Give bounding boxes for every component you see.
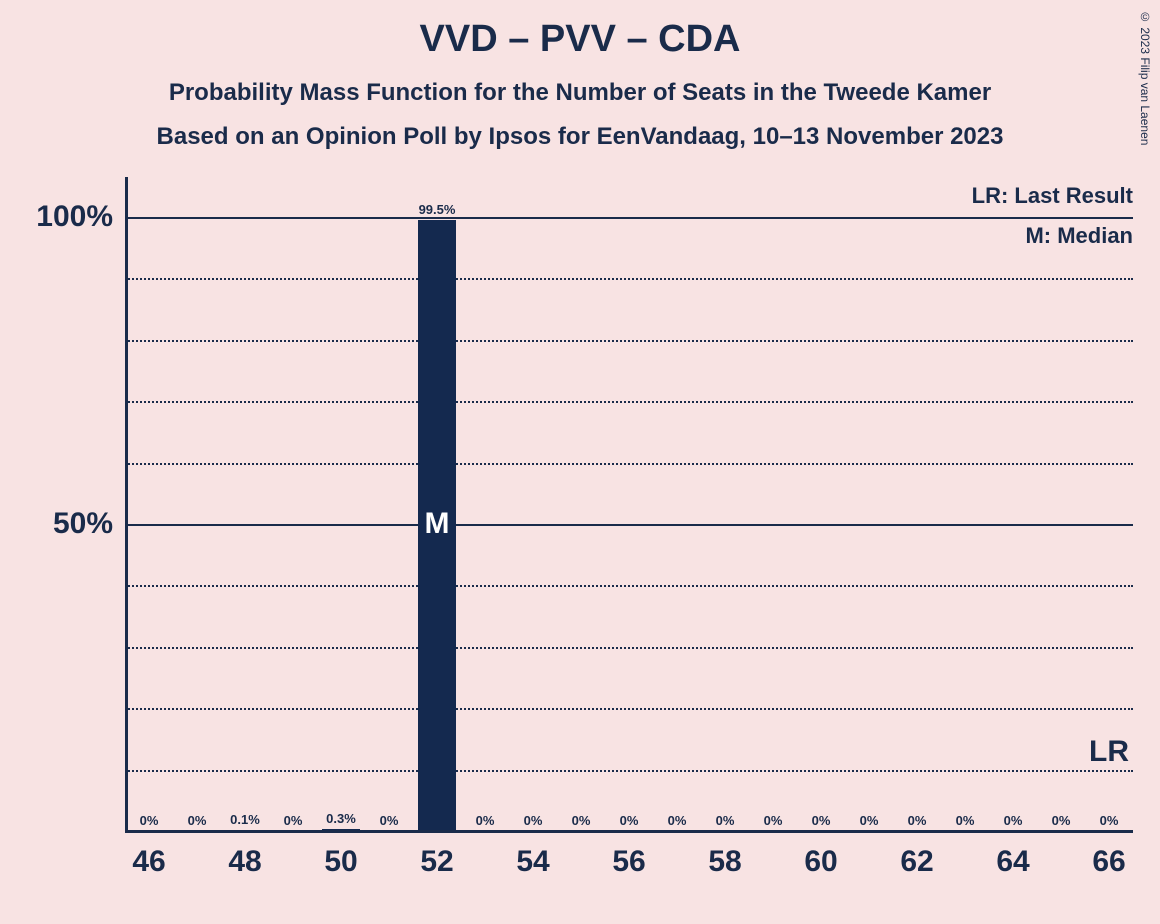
x-axis-label: 52: [420, 831, 453, 879]
bar-value-label: 0.1%: [230, 812, 260, 827]
x-axis-label: 56: [612, 831, 645, 879]
bar-value-label: 0%: [476, 813, 495, 828]
gridline: [125, 647, 1133, 649]
x-axis-label: 54: [516, 831, 549, 879]
chart-plot-area: 50%100%LR: Last ResultM: Median464850525…: [125, 217, 1133, 831]
bar-value-label: 0%: [620, 813, 639, 828]
gridline: [125, 585, 1133, 587]
bar-value-label: 0%: [572, 813, 591, 828]
x-axis: [125, 830, 1133, 833]
x-axis-label: 46: [132, 831, 165, 879]
gridline: [125, 524, 1133, 526]
bar-value-label: 0%: [380, 813, 399, 828]
bar-value-label: 99.5%: [419, 202, 456, 217]
gridline: [125, 217, 1133, 219]
x-axis-label: 64: [996, 831, 1029, 879]
chart-title: VVD – PVV – CDA: [0, 0, 1160, 61]
bar-value-label: 0%: [140, 813, 159, 828]
bar-value-label: 0%: [284, 813, 303, 828]
chart-subtitle-1: Probability Mass Function for the Number…: [0, 79, 1160, 107]
bar-value-label: 0.3%: [326, 811, 356, 826]
bar-value-label: 0%: [908, 813, 927, 828]
x-axis-label: 50: [324, 831, 357, 879]
gridline: [125, 401, 1133, 403]
legend-lr: LR: Last Result: [972, 183, 1133, 209]
bar-value-label: 0%: [668, 813, 687, 828]
x-axis-label: 58: [708, 831, 741, 879]
chart-subtitle-2: Based on an Opinion Poll by Ipsos for Ee…: [0, 123, 1160, 151]
bar-value-label: 0%: [524, 813, 543, 828]
bar-value-label: 0%: [1100, 813, 1119, 828]
bar-value-label: 0%: [860, 813, 879, 828]
bar-value-label: 0%: [1052, 813, 1071, 828]
x-axis-label: 66: [1092, 831, 1125, 879]
y-axis: [125, 177, 128, 831]
gridline: [125, 463, 1133, 465]
bar-value-label: 0%: [188, 813, 207, 828]
median-marker: M: [425, 507, 450, 541]
gridline: [125, 708, 1133, 710]
bar-value-label: 0%: [812, 813, 831, 828]
x-axis-label: 62: [900, 831, 933, 879]
bar-value-label: 0%: [956, 813, 975, 828]
bar-value-label: 0%: [1004, 813, 1023, 828]
y-axis-label: 50%: [53, 507, 125, 541]
y-axis-label: 100%: [36, 200, 125, 234]
lr-marker: LR: [1089, 735, 1129, 769]
bar-value-label: 0%: [764, 813, 783, 828]
legend-m: M: Median: [1025, 223, 1133, 249]
bar-value-label: 0%: [716, 813, 735, 828]
copyright-text: © 2023 Filip van Laenen: [1138, 10, 1152, 145]
x-axis-label: 48: [228, 831, 261, 879]
x-axis-label: 60: [804, 831, 837, 879]
gridline: [125, 770, 1133, 772]
gridline: [125, 340, 1133, 342]
gridline: [125, 278, 1133, 280]
